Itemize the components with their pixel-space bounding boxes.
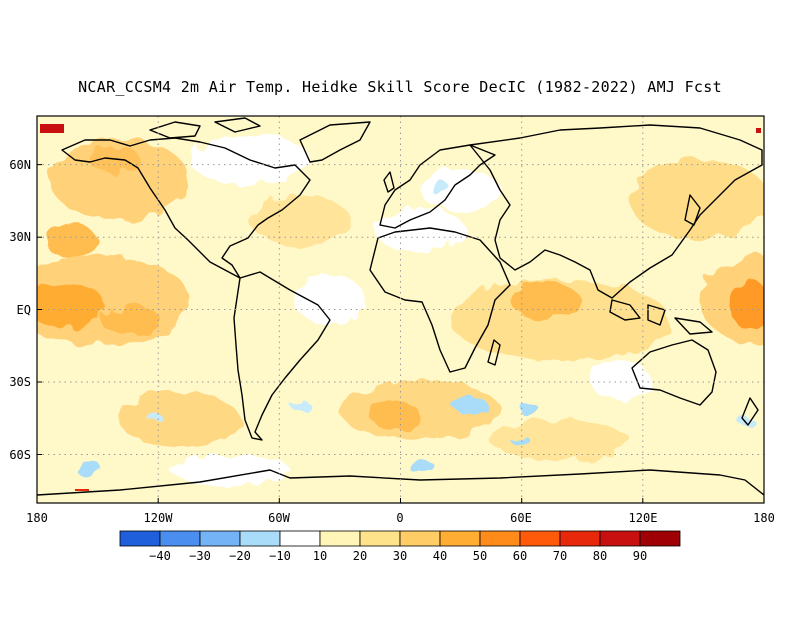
colorbar-swatch xyxy=(439,530,481,547)
colorbar-label: 50 xyxy=(473,549,487,563)
colorbar-swatch xyxy=(359,530,401,547)
colorbar-label: −30 xyxy=(189,549,211,563)
colorbar-label: 20 xyxy=(353,549,367,563)
lon-label-60w: 60W xyxy=(268,511,290,525)
lat-label-eq: EQ xyxy=(17,303,31,317)
colorbar-swatch xyxy=(119,530,161,547)
colorbar-swatch xyxy=(199,530,241,547)
colorbar-swatch xyxy=(279,530,321,547)
lat-label-60n: 60N xyxy=(9,158,31,172)
lat-label-30n: 30N xyxy=(9,230,31,244)
lon-label-180-left: 180 xyxy=(26,511,48,525)
colorbar-label: −40 xyxy=(149,549,171,563)
lon-label-120e: 120E xyxy=(629,511,658,525)
lon-label-180-right: 180 xyxy=(753,511,775,525)
colorbar-label: 70 xyxy=(553,549,567,563)
colorbar-label: 60 xyxy=(513,549,527,563)
graticule xyxy=(37,116,764,503)
colorbar-swatch xyxy=(239,530,281,547)
map-title: NCAR_CCSM4 2m Air Temp. Heidke Skill Sco… xyxy=(78,78,722,96)
coastlines xyxy=(37,117,764,496)
colorbar-label: 10 xyxy=(313,549,327,563)
lat-label-60s: 60S xyxy=(9,448,31,462)
colorbar-swatch xyxy=(599,530,641,547)
lon-label-0: 0 xyxy=(396,511,403,525)
colorbar-label: −10 xyxy=(269,549,291,563)
colorbar-swatch xyxy=(319,530,361,547)
colorbar-swatch xyxy=(159,530,201,547)
colorbar-swatch xyxy=(519,530,561,547)
colorbar-label: 80 xyxy=(593,549,607,563)
lon-label-120w: 120W xyxy=(144,511,174,525)
colorbar-swatch xyxy=(479,530,521,547)
axis-ticks xyxy=(37,164,644,503)
colorbar-label: −20 xyxy=(229,549,251,563)
lat-label-30s: 30S xyxy=(9,375,31,389)
colorbar-swatch xyxy=(559,530,601,547)
colorbar: −40 −30 −20 −10 10 20 30 40 50 60 70 80 90 xyxy=(119,530,681,563)
colorbar-label: 90 xyxy=(633,549,647,563)
colorbar-swatch xyxy=(639,530,681,547)
colorbar-label: 40 xyxy=(433,549,447,563)
lon-label-60e: 60E xyxy=(510,511,532,525)
colorbar-label: 30 xyxy=(393,549,407,563)
colorbar-swatch xyxy=(399,530,441,547)
